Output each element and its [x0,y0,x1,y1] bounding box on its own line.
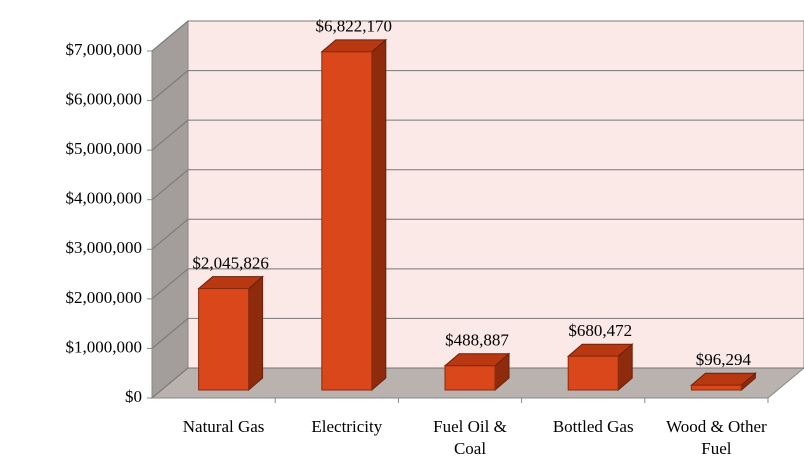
bar [567,355,619,391]
bar [444,365,496,391]
value-label: $96,294 [696,350,752,369]
y-tick-label: $5,000,000 [66,139,143,158]
value-label: $488,887 [445,331,509,350]
grid-line [151,119,189,151]
grid-line [151,318,189,349]
y-tick-label: $2,000,000 [66,288,143,307]
x-tick-label: Natural Gas [182,417,265,436]
y-tick-label: $6,000,000 [66,89,143,108]
x-tick-label: Bottled Gas [552,417,634,436]
grid-line [151,20,189,52]
grid-line [151,70,189,101]
bar [321,51,373,391]
x-tick-label: Wood & Other Fuel [666,417,767,458]
value-label: $2,045,826 [192,253,269,272]
y-tick-label: $1,000,000 [66,337,143,356]
y-tick-label: $3,000,000 [66,238,143,257]
back-wall [187,20,804,369]
bar-side [371,38,387,392]
y-tick-label: $7,000,000 [66,40,143,59]
y-tick-label: $4,000,000 [66,189,143,208]
grid-line [151,367,189,399]
grid-line [151,268,189,300]
side-wall [151,19,189,400]
grid-line [151,218,189,250]
value-label: $680,472 [568,321,632,340]
x-tick-label: Fuel Oil & Coal [433,417,507,458]
y-tick-label: $0 [125,387,142,406]
grid-line [151,169,189,201]
x-tick-label: Electricity [311,417,383,436]
value-label: $6,822,170 [316,17,393,36]
bar-side [248,275,264,392]
bar [198,288,250,391]
bar [690,384,742,391]
